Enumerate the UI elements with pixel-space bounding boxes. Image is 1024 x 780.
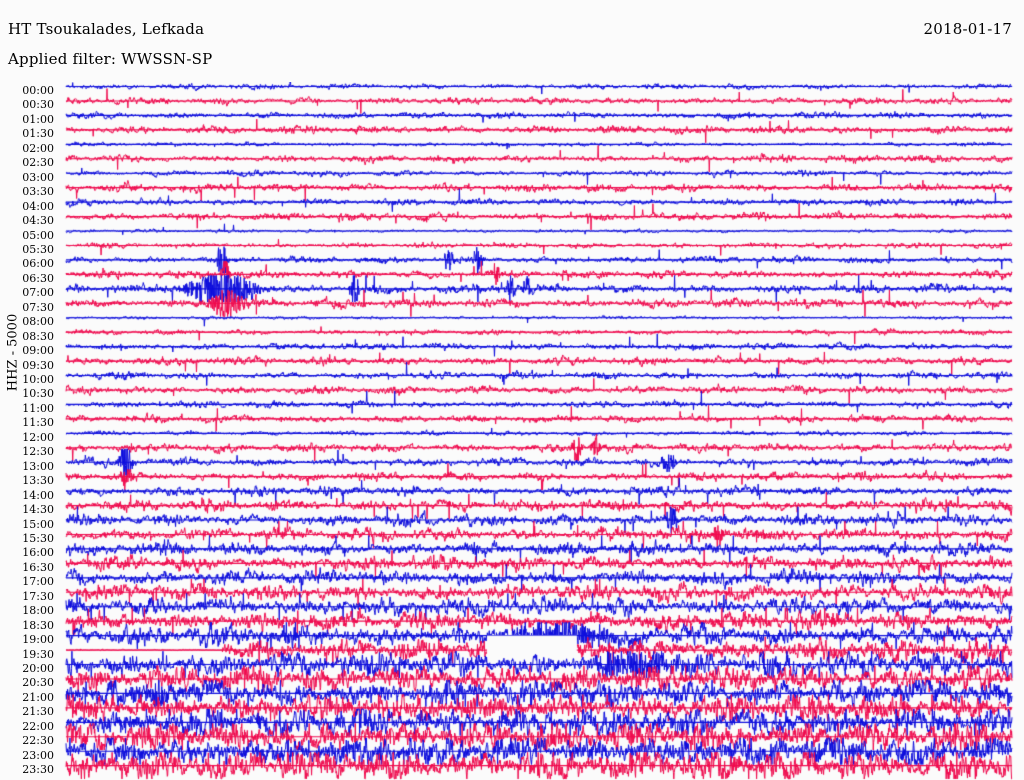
time-label: 13:00 (22, 459, 54, 473)
time-label: 02:30 (22, 156, 54, 170)
time-label: 00:00 (22, 84, 54, 97)
time-label: 06:00 (22, 257, 54, 271)
time-label: 21:30 (22, 705, 54, 719)
time-label: 22:00 (22, 719, 54, 733)
time-label: 22:30 (22, 734, 54, 748)
time-label: 05:30 (22, 242, 54, 256)
time-axis: 00:00 00:30 01:00 01:30 02:00 02:30 03:00 03:30… (0, 82, 62, 780)
time-label: 04:30 (22, 214, 54, 228)
helicorder-header: HT Tsoukalades, Lefkada 2018-01-17 Appli… (0, 0, 1024, 78)
time-label: 16:00 (22, 546, 54, 560)
time-label: 07:30 (22, 300, 54, 314)
time-label: 13:30 (22, 474, 54, 488)
time-label: 15:30 (22, 531, 54, 545)
time-label: 12:00 (22, 430, 54, 444)
time-label: 02:00 (22, 141, 54, 155)
time-label: 19:30 (22, 647, 54, 661)
time-label: 04:00 (22, 199, 54, 213)
time-label: 16:30 (22, 560, 54, 574)
time-label: 15:00 (22, 517, 54, 531)
time-label: 18:00 (22, 604, 54, 618)
time-label: 23:30 (22, 763, 54, 777)
record-date: 2018-01-17 (923, 20, 1012, 38)
time-label: 06:30 (22, 271, 54, 285)
time-label: 21:00 (22, 690, 54, 704)
time-label: 03:00 (22, 170, 54, 184)
time-label: 10:00 (22, 373, 54, 386)
time-label: 07:00 (22, 286, 54, 300)
time-label: 03:30 (22, 185, 54, 199)
time-label: 20:30 (22, 676, 54, 690)
time-label: 23:00 (22, 748, 54, 762)
time-label: 18:30 (22, 618, 54, 632)
time-label: 11:30 (22, 416, 54, 430)
seismogram-traces (62, 82, 1024, 780)
time-label: 17:30 (22, 589, 54, 603)
time-label: 12:30 (22, 445, 54, 459)
time-label: 05:00 (22, 228, 54, 242)
time-label: 17:00 (22, 575, 54, 589)
time-label: 01:30 (22, 127, 54, 141)
time-label: 14:30 (22, 503, 54, 517)
time-label: 09:30 (22, 358, 54, 372)
page-title: HT Tsoukalades, Lefkada (8, 20, 205, 38)
time-label: 20:00 (22, 662, 54, 675)
time-label: 11:00 (22, 401, 54, 415)
time-label: 10:30 (22, 387, 54, 401)
time-label: 14:00 (22, 488, 54, 502)
time-label: 19:00 (22, 633, 54, 647)
applied-filter-label: Applied filter: WWSSN-SP (8, 50, 213, 68)
time-label: 08:30 (22, 329, 54, 343)
time-label: 01:00 (22, 112, 54, 126)
time-label: 09:00 (22, 344, 54, 358)
helicorder-trace-panel (62, 82, 1024, 780)
time-label: 08:00 (22, 315, 54, 329)
time-label: 00:30 (22, 98, 54, 112)
